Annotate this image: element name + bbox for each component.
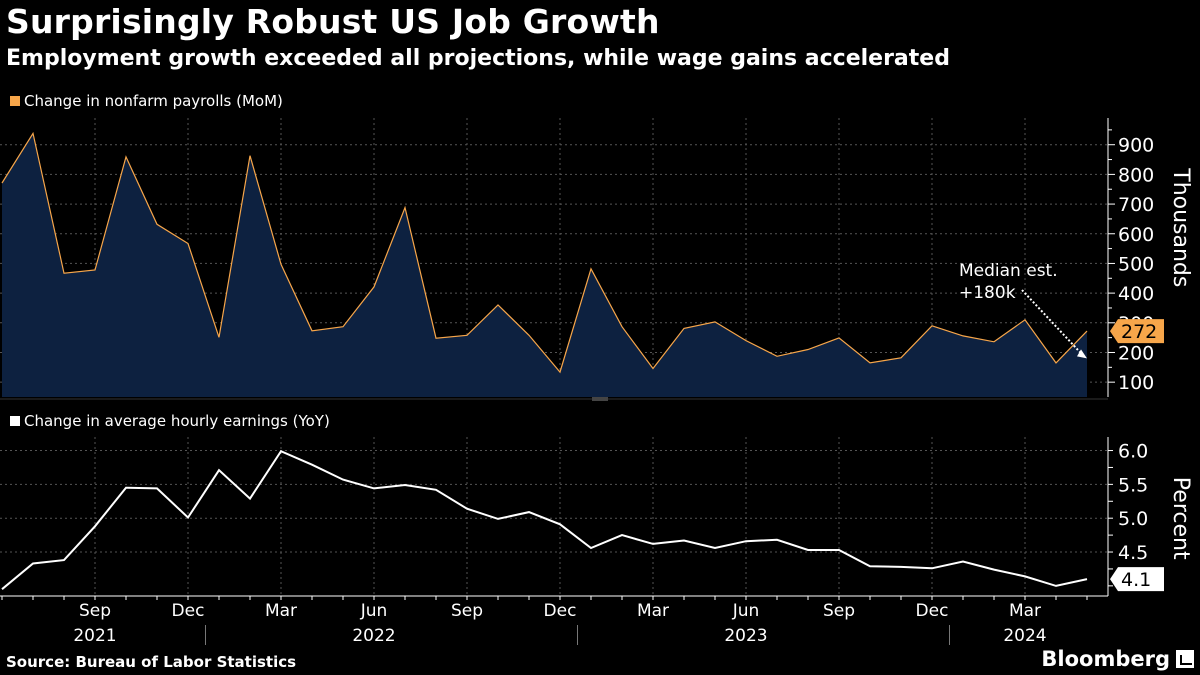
last-value-badge-top <box>1110 319 1164 344</box>
x-tick-label-2023-06: Jun <box>732 601 760 621</box>
legend-label-earnings: Change in average hourly earnings (YoY) <box>24 412 330 430</box>
y-tick-label-top: 100 <box>1118 372 1154 394</box>
x-year-label-2023: 2023 <box>724 626 767 646</box>
brand-logo: Bloomberg <box>1041 647 1194 671</box>
y-axis-title-top: Thousands <box>1168 167 1193 287</box>
y-tick-label-top: 700 <box>1118 194 1154 216</box>
x-year-label-2021: 2021 <box>73 626 116 646</box>
last-value-badge-bottom <box>1110 567 1164 592</box>
source-note: Source: Bureau of Labor Statistics <box>6 653 297 671</box>
y-tick-label-bottom: 5.5 <box>1118 474 1148 496</box>
last-value-label-top: 272 <box>1121 321 1157 343</box>
y-tick-label-top: 900 <box>1118 135 1154 157</box>
last-value-label-bottom: 4.1 <box>1121 569 1151 591</box>
x-year-label-2024: 2024 <box>1003 626 1046 646</box>
x-tick-label-2023-03: Mar <box>637 601 669 621</box>
legend-swatch-payrolls <box>10 96 20 106</box>
x-tick-label-2024-03: Mar <box>1009 601 1041 621</box>
payrolls-line <box>1 131 1088 374</box>
chart-subtitle: Employment growth exceeded all projectio… <box>6 46 950 71</box>
payrolls-area <box>2 133 1087 397</box>
x-year-label-2022: 2022 <box>352 626 395 646</box>
y-tick-label-top: 400 <box>1118 283 1154 305</box>
y-tick-label-top: 600 <box>1118 224 1154 246</box>
legend-swatch-earnings <box>10 416 20 426</box>
y-tick-label-bottom: 6.0 <box>1118 441 1148 463</box>
x-tick-label-2021-12: Dec <box>172 601 205 621</box>
earnings-line <box>1 449 1088 590</box>
y-tick-label-bottom: 5.0 <box>1118 508 1148 530</box>
x-tick-label-2022-09: Sep <box>451 601 483 621</box>
x-tick-label-2023-12: Dec <box>916 601 949 621</box>
legend-label-payrolls: Change in nonfarm payrolls (MoM) <box>24 92 283 110</box>
x-tick-label-2023-09: Sep <box>823 601 855 621</box>
chart-title: Surprisingly Robust US Job Growth <box>6 2 660 41</box>
panel-resize-handle <box>592 397 608 401</box>
y-axis-title-bottom: Percent <box>1168 477 1193 560</box>
x-tick-label-2021-09: Sep <box>79 601 111 621</box>
y-tick-label-top: 500 <box>1118 253 1154 275</box>
x-tick-label-2022-12: Dec <box>544 601 577 621</box>
y-tick-label-top: 800 <box>1118 164 1154 186</box>
annotation-arrow <box>1021 289 1084 357</box>
x-tick-label-2022-06: Jun <box>360 601 388 621</box>
annotation-line-2: +180k <box>959 283 1016 303</box>
annotation-arrowhead <box>1077 349 1087 359</box>
annotation-line-1: Median est. <box>959 261 1058 281</box>
brand-name: Bloomberg <box>1041 647 1170 671</box>
bloomberg-icon <box>1176 650 1194 668</box>
y-tick-label-bottom: 4.5 <box>1118 542 1148 564</box>
legend-earnings: Change in average hourly earnings (YoY) <box>10 412 330 430</box>
x-tick-label-2022-03: Mar <box>265 601 297 621</box>
legend-payrolls: Change in nonfarm payrolls (MoM) <box>10 92 283 110</box>
y-tick-label-top: 200 <box>1118 342 1154 364</box>
